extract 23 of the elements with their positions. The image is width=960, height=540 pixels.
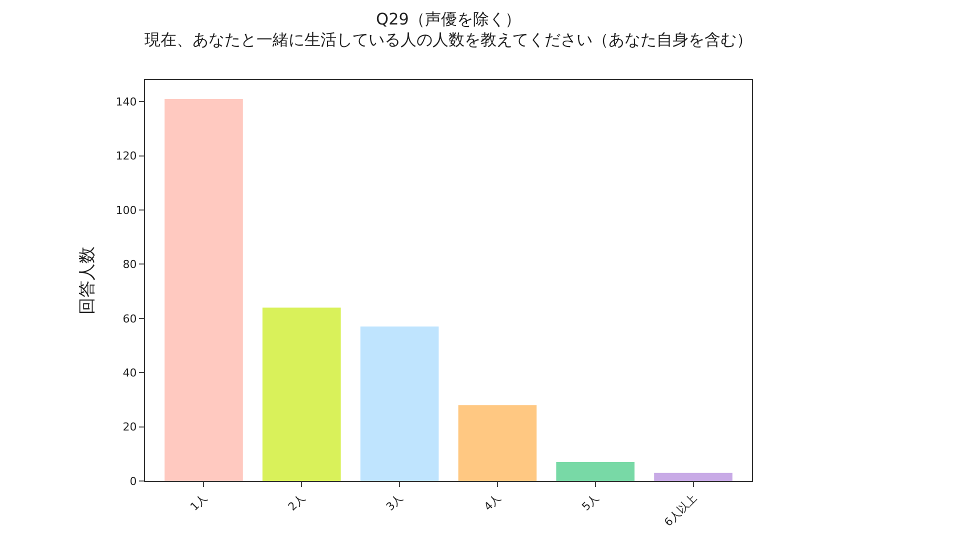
y-tick-label: 80: [122, 258, 137, 272]
x-tick-label: 3人: [384, 492, 406, 514]
chart-subtitle: 現在、あなたと一緒に生活している人の人数を教えてください（あなた自身を含む）: [144, 30, 752, 50]
x-tick-label: 5人: [579, 492, 602, 514]
bar: [458, 405, 537, 481]
y-tick-label: 140: [116, 96, 137, 109]
x-tick-label: 1人: [188, 492, 210, 514]
x-tick-label: 6人以上: [662, 492, 700, 529]
bar: [164, 98, 243, 481]
x-tick-label: 4人: [482, 492, 504, 514]
bar: [654, 472, 732, 481]
y-tick-label: 20: [122, 420, 137, 434]
y-tick-label: 60: [122, 312, 137, 326]
bar: [262, 308, 341, 481]
y-axis-title: 回答人数: [77, 246, 98, 314]
y-tick-label: 40: [122, 366, 137, 380]
x-tick-label: 2人: [286, 492, 308, 514]
bar: [556, 462, 635, 481]
bar: [360, 326, 439, 481]
chart-title: Q29（声優を除く）: [376, 9, 521, 28]
y-tick-label: 120: [116, 150, 137, 163]
y-tick-label: 100: [116, 204, 137, 217]
y-tick-label: 0: [130, 474, 137, 488]
